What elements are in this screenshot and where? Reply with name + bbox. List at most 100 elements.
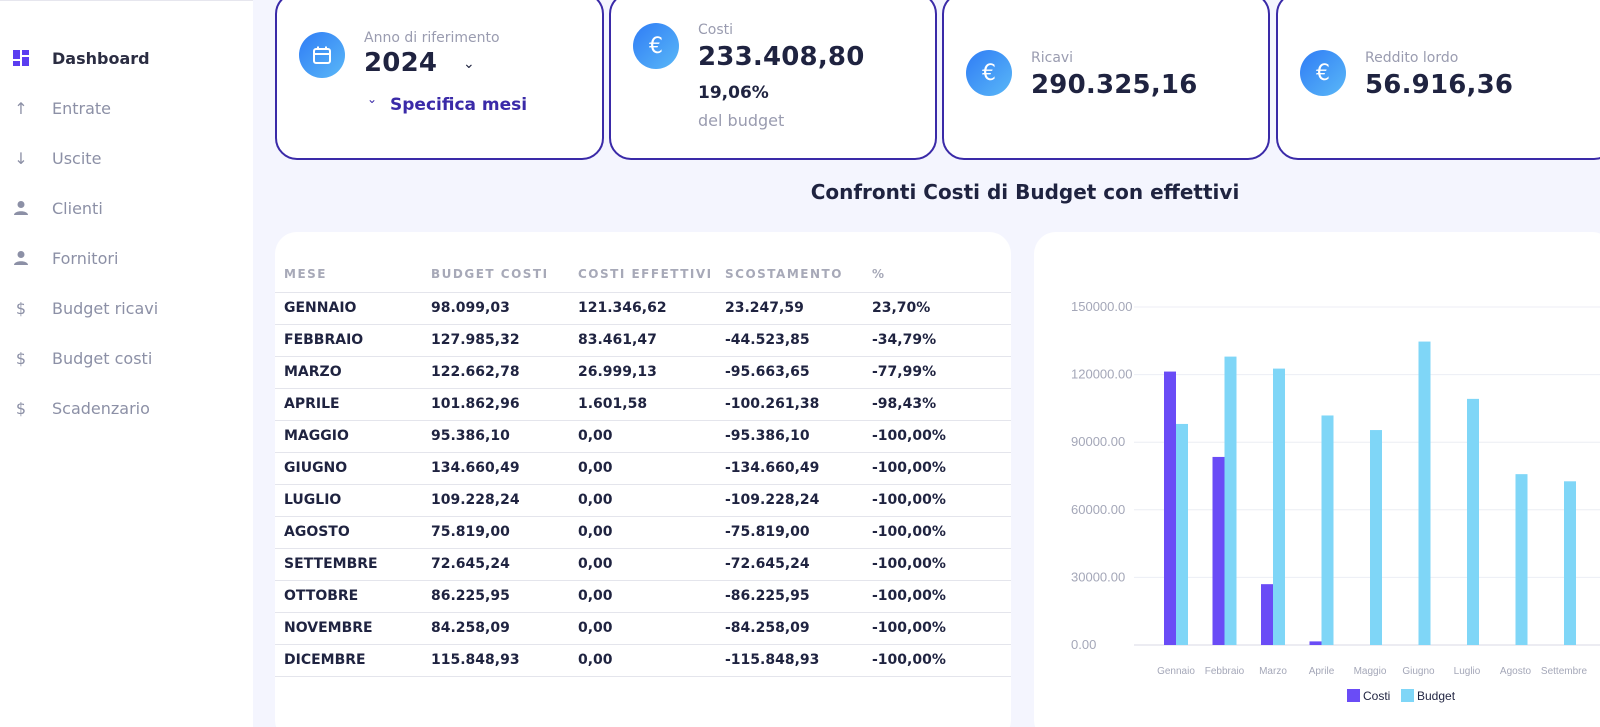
- calendar-icon: [299, 32, 345, 78]
- year-card: Anno di riferimento 2024 ⌄ ⌄ Specifica m…: [275, 0, 604, 160]
- table-cell: -134.660,49: [716, 452, 863, 485]
- arrow-up-icon: ↑: [14, 98, 28, 118]
- table-row: SETTEMBRE 72.645,24 0,00 -72.645,24 -100,00%: [275, 548, 1011, 581]
- table-cell: MAGGIO: [275, 420, 422, 453]
- specify-months-link[interactable]: Specifica mesi: [390, 95, 528, 115]
- table-cell: 121.346,62: [569, 292, 716, 325]
- x-tick-label: Marzo: [1259, 666, 1287, 677]
- bar-costi: [1212, 456, 1225, 645]
- chevron-down-icon[interactable]: ⌄: [463, 56, 475, 72]
- sidebar-item-budget-ricavi[interactable]: $ Budget ricavi: [0, 288, 253, 328]
- bar-budget: [1515, 474, 1528, 645]
- x-tick-label: Maggio: [1354, 666, 1387, 677]
- sidebar-item-label: Clienti: [52, 198, 103, 218]
- column-header: MESE: [275, 262, 422, 293]
- table-cell: -84.258,09: [716, 612, 863, 645]
- table-cell: 86.225,95: [422, 580, 569, 613]
- table-header-row: MESE BUDGET COSTI COSTI EFFETTIVI SCOSTA…: [275, 262, 1011, 293]
- table-cell: 0,00: [569, 420, 716, 453]
- dollar-icon: $: [15, 348, 27, 368]
- legend-swatch-costi: [1347, 689, 1360, 702]
- costi-card: € Costi 233.408,80 19,06% del budget: [609, 0, 937, 160]
- table-cell: 23,70%: [863, 292, 1011, 325]
- sidebar-item-label: Entrate: [52, 98, 112, 118]
- table-cell: MARZO: [275, 356, 422, 389]
- reddito-card: € Reddito lordo 56.916,36: [1276, 0, 1600, 160]
- table-cell: 0,00: [569, 580, 716, 613]
- table-cell: GIUGNO: [275, 452, 422, 485]
- table-cell: 0,00: [569, 516, 716, 549]
- sidebar-item-uscite[interactable]: ↓ Uscite: [0, 138, 253, 178]
- sidebar-item-label: Budget costi: [52, 348, 153, 368]
- dollar-icon: $: [15, 398, 27, 418]
- bar-budget: [1321, 415, 1334, 645]
- table-cell: LUGLIO: [275, 484, 422, 517]
- bar-budget: [1224, 356, 1237, 645]
- table-cell: 127.985,32: [422, 324, 569, 357]
- table-cell: 84.258,09: [422, 612, 569, 645]
- table-row: MAGGIO 95.386,10 0,00 -95.386,10 -100,00%: [275, 420, 1011, 453]
- table-row: GENNAIO 98.099,03 121.346,62 23.247,59 23,70…: [275, 292, 1011, 325]
- column-header: %: [863, 262, 1011, 293]
- table-cell: -75.819,00: [716, 516, 863, 549]
- sidebar-item-label: Fornitori: [52, 248, 119, 268]
- table-cell: -34,79%: [863, 324, 1011, 357]
- table-cell: 0,00: [569, 452, 716, 485]
- x-tick-label: Settembre: [1541, 666, 1588, 677]
- sidebar-item-fornitori[interactable]: Fornitori: [0, 238, 253, 278]
- sidebar-item-entrate[interactable]: ↑ Entrate: [0, 88, 253, 128]
- table-cell: -100,00%: [863, 420, 1011, 453]
- column-header: SCOSTAMENTO: [716, 262, 863, 293]
- arrow-down-icon: ↓: [14, 148, 28, 168]
- bar-costi: [1309, 641, 1322, 645]
- legend-swatch-budget: [1401, 689, 1414, 702]
- x-tick-label: Luglio: [1454, 666, 1481, 677]
- table-cell: AGOSTO: [275, 516, 422, 549]
- year-select-value[interactable]: 2024: [364, 48, 438, 78]
- bar-budget: [1418, 341, 1431, 645]
- table-cell: APRILE: [275, 388, 422, 421]
- table-cell: -95.386,10: [716, 420, 863, 453]
- sidebar-item-label: Budget ricavi: [52, 298, 159, 318]
- section-title: Confronti Costi di Budget con effettivi: [810, 180, 1240, 204]
- sidebar-item-budget-costi[interactable]: $ Budget costi: [0, 338, 253, 378]
- reddito-label: Reddito lordo: [1365, 50, 1459, 66]
- euro-icon: €: [633, 23, 679, 69]
- table-cell: 109.228,24: [422, 484, 569, 517]
- bar-costi: [1261, 584, 1273, 645]
- table-cell: 1.601,58: [569, 388, 716, 421]
- chevron-down-icon: ⌄: [367, 92, 378, 106]
- bar-budget: [1176, 423, 1188, 645]
- table-cell: 26.999,13: [569, 356, 716, 389]
- table-cell: -44.523,85: [716, 324, 863, 357]
- euro-icon: €: [966, 50, 1012, 96]
- table-cell: -98,43%: [863, 388, 1011, 421]
- table-cell: -100,00%: [863, 644, 1011, 677]
- reddito-value: 56.916,36: [1365, 70, 1514, 100]
- bar-budget: [1370, 430, 1382, 645]
- table-row: NOVEMBRE 84.258,09 0,00 -84.258,09 -100,00%: [275, 612, 1011, 645]
- table-cell: -100,00%: [863, 580, 1011, 613]
- bar-costi: [1164, 371, 1176, 645]
- table-cell: -109.228,24: [716, 484, 863, 517]
- dollar-icon: $: [15, 298, 27, 318]
- table-cell: -72.645,24: [716, 548, 863, 581]
- sidebar-item-clienti[interactable]: Clienti: [0, 188, 253, 228]
- table-cell: -100.261,38: [716, 388, 863, 421]
- sidebar-item-dashboard[interactable]: Dashboard: [0, 38, 253, 78]
- table-cell: GENNAIO: [275, 292, 422, 325]
- person-icon: [12, 249, 30, 267]
- table-cell: 72.645,24: [422, 548, 569, 581]
- ricavi-value: 290.325,16: [1031, 70, 1198, 100]
- sidebar-item-scadenzario[interactable]: $ Scadenzario: [0, 388, 253, 428]
- table-cell: 0,00: [569, 484, 716, 517]
- sidebar-item-label: Dashboard: [52, 48, 150, 68]
- x-tick-label: Febbraio: [1205, 666, 1245, 677]
- column-header: COSTI EFFETTIVI: [569, 262, 716, 293]
- legend-label-costi: Costi: [1363, 689, 1390, 703]
- table-cell: -100,00%: [863, 516, 1011, 549]
- table-row: GIUGNO 134.660,49 0,00 -134.660,49 -100,00%: [275, 452, 1011, 485]
- table-cell: -95.663,65: [716, 356, 863, 389]
- table-cell: -77,99%: [863, 356, 1011, 389]
- costi-percent: 19,06%: [698, 83, 769, 103]
